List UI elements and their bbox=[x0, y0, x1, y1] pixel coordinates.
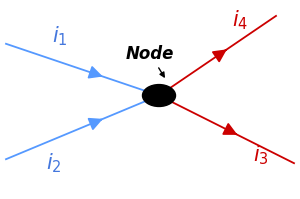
Text: $\mathit{i}_2$: $\mathit{i}_2$ bbox=[46, 151, 62, 175]
Circle shape bbox=[142, 85, 176, 106]
Text: $\mathit{i}_4$: $\mathit{i}_4$ bbox=[232, 8, 248, 32]
Text: $\mathit{i}_3$: $\mathit{i}_3$ bbox=[253, 143, 269, 167]
Text: $\mathit{i}_1$: $\mathit{i}_1$ bbox=[52, 24, 68, 48]
Text: Node: Node bbox=[126, 45, 174, 77]
